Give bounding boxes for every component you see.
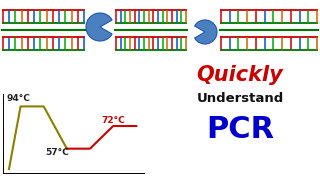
Text: 57°C: 57°C bbox=[45, 148, 69, 157]
Text: 94°C: 94°C bbox=[6, 94, 30, 103]
Wedge shape bbox=[86, 13, 112, 41]
Wedge shape bbox=[195, 20, 217, 44]
Text: PCR: PCR bbox=[206, 116, 274, 145]
Text: Understand: Understand bbox=[196, 91, 284, 105]
Text: 72°C: 72°C bbox=[102, 116, 125, 125]
Text: Quickly: Quickly bbox=[196, 65, 284, 85]
